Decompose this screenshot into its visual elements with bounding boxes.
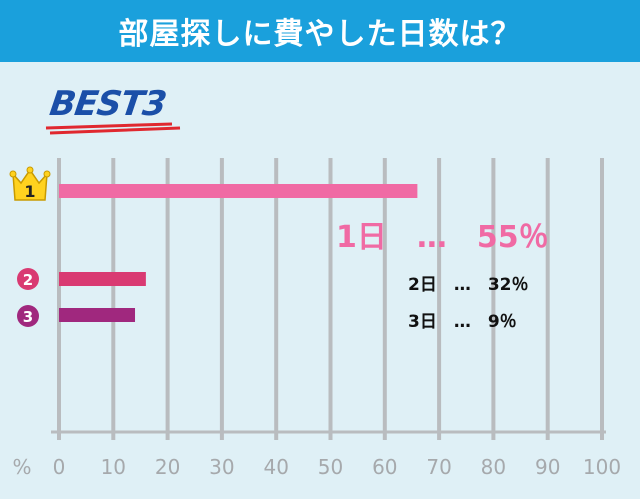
x-tick-label: 100 (583, 455, 621, 479)
x-tick-label: 10 (101, 455, 126, 479)
bar-rank-3 (59, 308, 136, 322)
rank-2-number: 2 (23, 271, 33, 289)
x-tick-label: 50 (318, 455, 343, 479)
rank-1-number: 1 (24, 182, 35, 201)
value-label-rank-1: 1日 … 55％ (336, 220, 549, 255)
x-tick-label: 40 (263, 455, 288, 479)
rank-2-circle (17, 268, 39, 290)
value-label-rank-2: 2日 … 32％ (408, 275, 529, 295)
x-tick-label: 60 (372, 455, 397, 479)
rank-3-circle (17, 305, 39, 327)
header-bar: 部屋探しに費やした日数は？ (0, 0, 640, 62)
bar-rank-1 (59, 184, 418, 198)
crown-icon (12, 168, 48, 201)
value-label-rank-3: 3日 … 9％ (408, 312, 517, 332)
x-tick-label: 80 (481, 455, 506, 479)
crown-jewel (43, 170, 51, 178)
x-tick-label: 70 (426, 455, 451, 479)
x-tick-label: 30 (209, 455, 234, 479)
bar-rank-2 (59, 272, 146, 286)
rank-3-number: 3 (23, 308, 33, 326)
unit-label: % (12, 455, 31, 479)
x-tick-label: 0 (53, 455, 66, 479)
x-tick-label: 90 (535, 455, 560, 479)
crown-jewel (26, 166, 34, 174)
crown-jewel (9, 170, 17, 178)
page-title: 部屋探しに費やした日数は？ (118, 17, 522, 52)
x-tick-label: 20 (155, 455, 180, 479)
best3-underline (45, 122, 181, 135)
